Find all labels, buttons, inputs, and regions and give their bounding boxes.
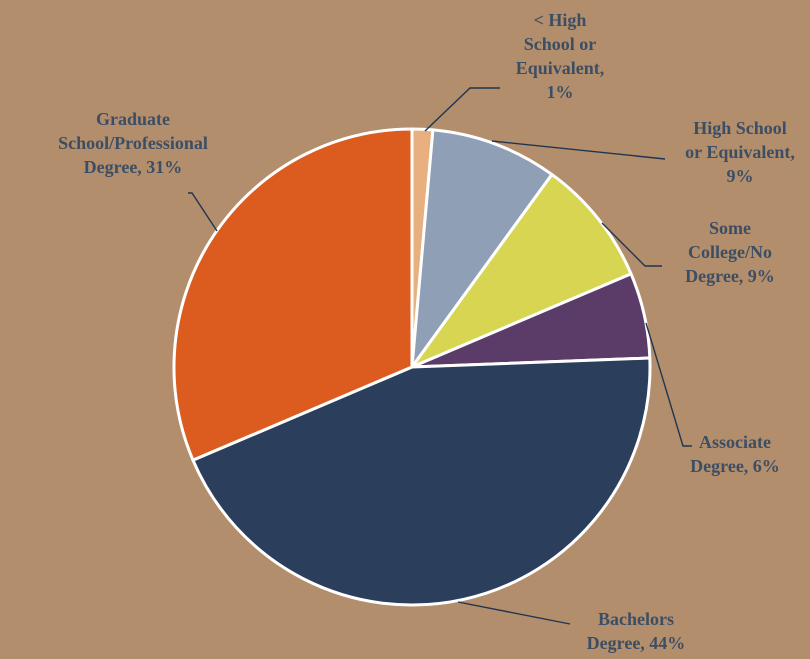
data-label: Bachelors Degree, 44% bbox=[587, 609, 686, 653]
data-label-line: Degree, 44% bbox=[587, 633, 686, 653]
data-label: < High School or Equivalent, 1% bbox=[516, 10, 605, 102]
data-label-line: Graduate bbox=[96, 109, 170, 129]
leader-line bbox=[424, 87, 500, 132]
data-label-line: Degree, 9% bbox=[685, 266, 775, 286]
data-label-line: School or bbox=[524, 34, 597, 54]
data-label-line: High School bbox=[693, 118, 787, 138]
data-label-line: Degree, 6% bbox=[690, 456, 780, 476]
data-label-line: Some bbox=[709, 218, 751, 238]
data-label-line: 9% bbox=[727, 166, 754, 186]
data-label: Graduate School/Professional Degree, 31% bbox=[58, 109, 208, 177]
pie-slice bbox=[410, 172, 633, 369]
data-label-line: Bachelors bbox=[598, 609, 674, 629]
data-label-line: or Equivalent, bbox=[685, 142, 795, 162]
data-label-line: < High bbox=[534, 10, 587, 30]
pie-slice bbox=[410, 128, 554, 369]
data-label: Some College/No Degree, 9% bbox=[685, 218, 775, 286]
pie-slice bbox=[172, 127, 414, 462]
data-label-line: Associate bbox=[699, 432, 771, 452]
leader-line bbox=[645, 322, 692, 447]
data-label-line: College/No bbox=[688, 242, 772, 262]
leader-line bbox=[491, 140, 666, 160]
leader-line bbox=[188, 192, 218, 232]
data-labels: < High School or Equivalent, 1% High School o… bbox=[58, 10, 795, 653]
leader-line bbox=[457, 601, 571, 625]
data-label: High School or Equivalent, 9% bbox=[685, 118, 795, 186]
leader-lines bbox=[188, 87, 692, 625]
pie-slice bbox=[191, 356, 652, 607]
data-label-line: School/Professional bbox=[58, 133, 208, 153]
data-label: Associate Degree, 6% bbox=[690, 432, 780, 476]
data-label-line: Degree, 31% bbox=[84, 157, 183, 177]
data-label-line: Equivalent, bbox=[516, 58, 605, 78]
data-label-line: 1% bbox=[547, 82, 574, 102]
pie-slices bbox=[172, 127, 652, 607]
leader-line bbox=[601, 222, 662, 267]
